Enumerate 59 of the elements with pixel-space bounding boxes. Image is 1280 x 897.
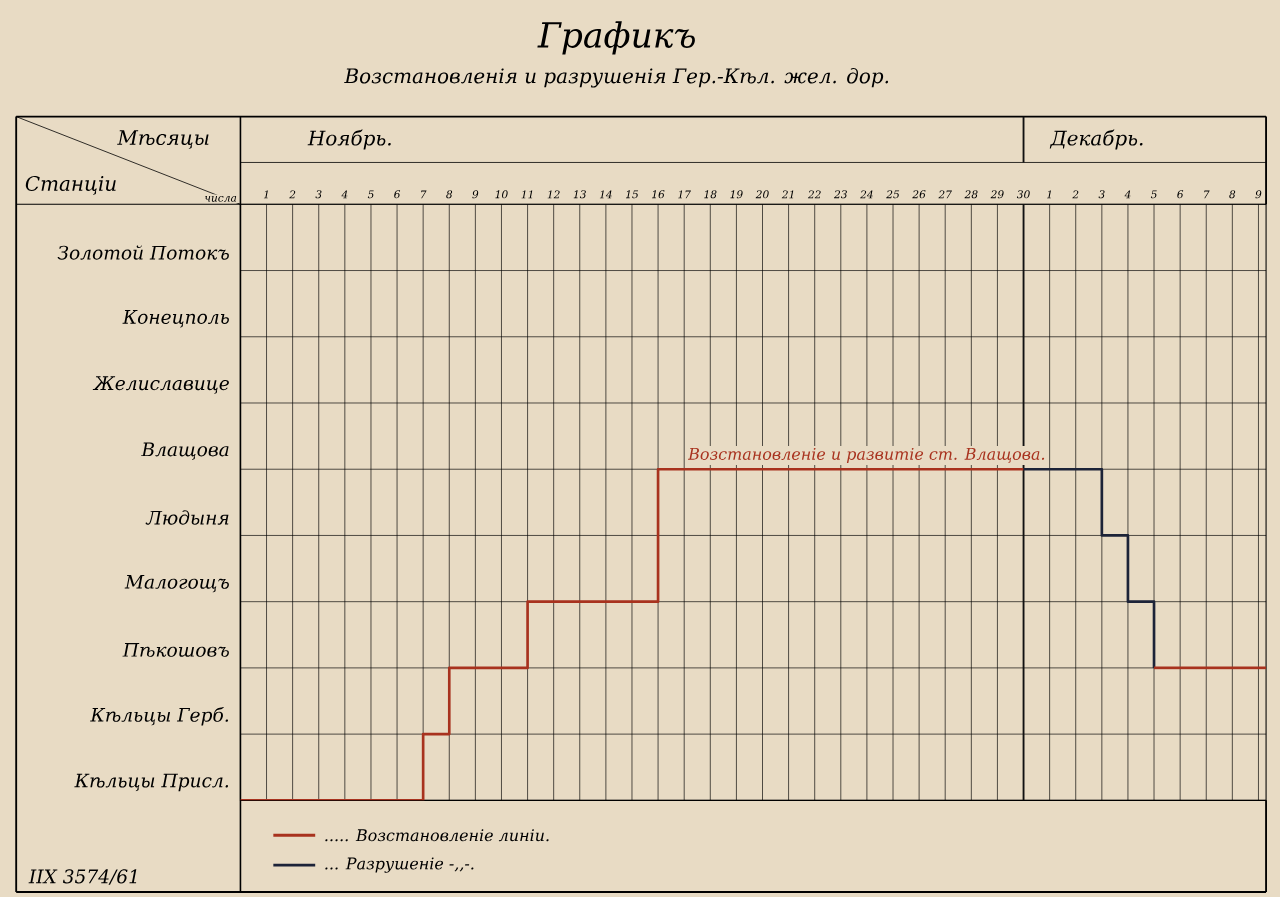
x-tick-label: 20	[755, 190, 769, 199]
x-tick-label: 19	[730, 190, 743, 199]
x-tick-label: 25	[886, 190, 900, 199]
text: Кѣльцы Герб.	[90, 706, 229, 726]
x-tick-label: 27	[938, 190, 952, 199]
text: Кѣльцы Присл.	[74, 773, 229, 792]
x-tick-label: 10	[495, 190, 508, 199]
text: IIX 3574/61	[28, 869, 137, 885]
text: Станціи	[25, 175, 116, 195]
x-tick-label: 2	[1072, 190, 1079, 199]
x-tick-label: 13	[573, 190, 586, 199]
x-tick-label: 1	[263, 190, 268, 199]
chart-subtitle: Возстановленія и разрушенія Гер.-Кѣл. жел. дор.	[344, 67, 889, 88]
x-tick-label: 9	[1255, 190, 1262, 199]
x-tick-label: 23	[834, 190, 847, 199]
x-tick-label: 24	[860, 190, 873, 199]
x-tick-label: 30	[1016, 190, 1030, 199]
x-tick-label: 8	[1229, 190, 1236, 199]
x-tick-label: 5	[1150, 190, 1157, 199]
text: числа	[205, 195, 237, 202]
text: Мѣсяцы	[117, 130, 209, 149]
text: Людыня	[145, 510, 229, 525]
text: Пѣкошовъ	[122, 643, 229, 657]
x-tick-label: 28	[964, 190, 978, 199]
x-tick-label: 17	[678, 190, 691, 199]
text: Золотой Потокъ	[57, 245, 229, 260]
x-tick-label: 18	[704, 190, 717, 199]
x-tick-label: 22	[807, 190, 821, 199]
x-tick-label: 8	[446, 190, 453, 199]
x-tick-label: 6	[1177, 190, 1184, 199]
x-tick-label: 15	[625, 190, 639, 199]
x-tick-label: 3	[1098, 190, 1105, 199]
x-tick-label: 2	[289, 190, 296, 199]
text: Декабрь.	[1049, 129, 1143, 150]
x-tick-label: 7	[421, 190, 427, 199]
x-tick-label: 4	[1124, 190, 1131, 199]
x-tick-label: 1	[1047, 190, 1051, 199]
x-tick-label: 26	[912, 190, 926, 199]
x-tick-label: 11	[521, 190, 533, 199]
x-tick-label: 6	[394, 190, 401, 199]
chart-title: Графикъ	[537, 21, 695, 55]
x-tick-label: 16	[652, 190, 665, 199]
annotation: Возстановленіе и развитіе ст. Влащова.	[687, 447, 1045, 463]
text: Малогощъ	[124, 574, 229, 593]
text: Желиславице	[92, 376, 229, 394]
x-tick-label: 29	[990, 190, 1004, 199]
legend-label: ... Разрушеніе -,,-.	[325, 857, 474, 873]
x-tick-label: 7	[1204, 190, 1210, 199]
text: Ноябрь.	[307, 129, 391, 150]
x-tick-label: 21	[781, 190, 794, 199]
x-tick-label: 9	[472, 190, 479, 199]
x-tick-label: 4	[341, 190, 348, 199]
x-tick-label: 14	[599, 190, 612, 199]
x-tick-label: 5	[367, 190, 374, 199]
x-tick-label: 12	[547, 190, 560, 199]
text: Влащова	[141, 442, 229, 460]
text: Конецполь	[122, 310, 229, 328]
x-tick-label: 3	[315, 190, 322, 199]
legend-label: ..... Возстановленіе линіи.	[325, 829, 549, 842]
